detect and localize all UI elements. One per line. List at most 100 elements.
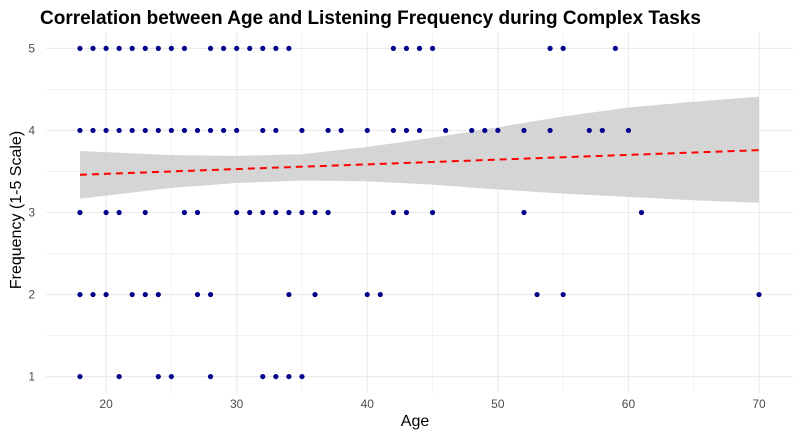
data-point <box>181 209 188 216</box>
data-point <box>286 291 292 298</box>
data-point <box>129 291 135 298</box>
data-point <box>103 127 109 134</box>
data-point <box>207 45 214 52</box>
data-point <box>521 127 527 134</box>
confidence-band <box>80 96 759 203</box>
data-point <box>273 209 279 216</box>
data-point <box>286 209 292 216</box>
x-tick-label: 30 <box>230 397 244 411</box>
data-point <box>221 45 227 52</box>
data-point <box>560 45 566 52</box>
data-point <box>547 127 553 134</box>
data-point <box>416 127 423 134</box>
y-tick-label: 1 <box>28 370 35 384</box>
data-point <box>116 45 122 52</box>
data-point <box>364 291 370 298</box>
data-point <box>299 127 305 134</box>
data-point <box>194 209 201 216</box>
data-point <box>77 291 83 298</box>
data-point <box>273 45 279 52</box>
points-layer <box>77 45 762 380</box>
data-point <box>181 127 188 134</box>
chart-title: Correlation between Age and Listening Fr… <box>40 8 701 29</box>
data-point <box>560 291 566 298</box>
data-point <box>364 127 370 134</box>
data-point <box>142 127 148 134</box>
data-point <box>77 45 83 52</box>
data-point <box>155 127 161 134</box>
data-point <box>142 291 148 298</box>
data-point <box>495 127 501 134</box>
data-point <box>756 291 762 298</box>
x-tick-label: 20 <box>99 397 113 411</box>
data-point <box>194 127 201 134</box>
data-point <box>116 373 122 380</box>
data-point <box>90 45 96 52</box>
data-point <box>234 45 240 52</box>
data-point <box>625 127 632 134</box>
data-point <box>325 127 331 134</box>
data-point <box>429 209 436 216</box>
major-grid <box>46 32 793 393</box>
trend-line-layer <box>79 149 760 176</box>
data-point <box>260 373 266 380</box>
data-point <box>168 45 174 52</box>
x-tick-label: 50 <box>491 397 505 411</box>
data-point <box>247 209 253 216</box>
data-point <box>469 127 475 134</box>
data-point <box>116 127 122 134</box>
data-point <box>168 373 174 380</box>
data-point <box>168 127 174 134</box>
x-tick-label: 40 <box>361 397 375 411</box>
data-point <box>416 45 423 52</box>
data-point <box>390 209 396 216</box>
x-tick-label: 70 <box>752 397 766 411</box>
data-point <box>103 45 109 52</box>
data-point <box>599 127 605 134</box>
data-point <box>338 127 344 134</box>
data-point <box>390 45 396 52</box>
data-point <box>260 45 266 52</box>
data-point <box>534 291 540 298</box>
data-point <box>273 373 279 380</box>
y-tick-label: 3 <box>28 206 35 220</box>
data-point <box>390 127 396 134</box>
trend-line <box>79 149 760 176</box>
data-point <box>234 127 240 134</box>
data-point <box>207 127 214 134</box>
data-point <box>586 127 592 134</box>
data-point <box>142 209 148 216</box>
data-point <box>429 45 436 52</box>
data-point <box>90 291 96 298</box>
data-point <box>312 209 318 216</box>
data-point <box>77 127 83 134</box>
data-point <box>638 209 645 216</box>
data-point <box>403 209 410 216</box>
y-tick-label: 5 <box>28 41 35 55</box>
data-point <box>286 373 292 380</box>
data-point <box>547 45 553 52</box>
data-point <box>194 291 201 298</box>
data-point <box>90 127 96 134</box>
confidence-band-layer <box>80 96 759 203</box>
data-point <box>155 373 161 380</box>
x-tick-labels: 20 30 40 50 60 70 <box>99 397 766 411</box>
data-point <box>273 127 279 134</box>
data-point <box>103 209 109 216</box>
data-point <box>260 209 266 216</box>
data-point <box>77 209 83 216</box>
data-point <box>207 291 214 298</box>
data-point <box>155 45 161 52</box>
data-point <box>260 127 266 134</box>
data-point <box>77 373 83 380</box>
data-point <box>612 45 618 52</box>
x-tick-label: 60 <box>622 397 636 411</box>
data-point <box>103 291 109 298</box>
data-point <box>377 291 383 298</box>
data-point <box>403 45 410 52</box>
data-point <box>155 291 161 298</box>
data-point <box>299 373 305 380</box>
data-point <box>129 127 135 134</box>
data-point <box>482 127 488 134</box>
